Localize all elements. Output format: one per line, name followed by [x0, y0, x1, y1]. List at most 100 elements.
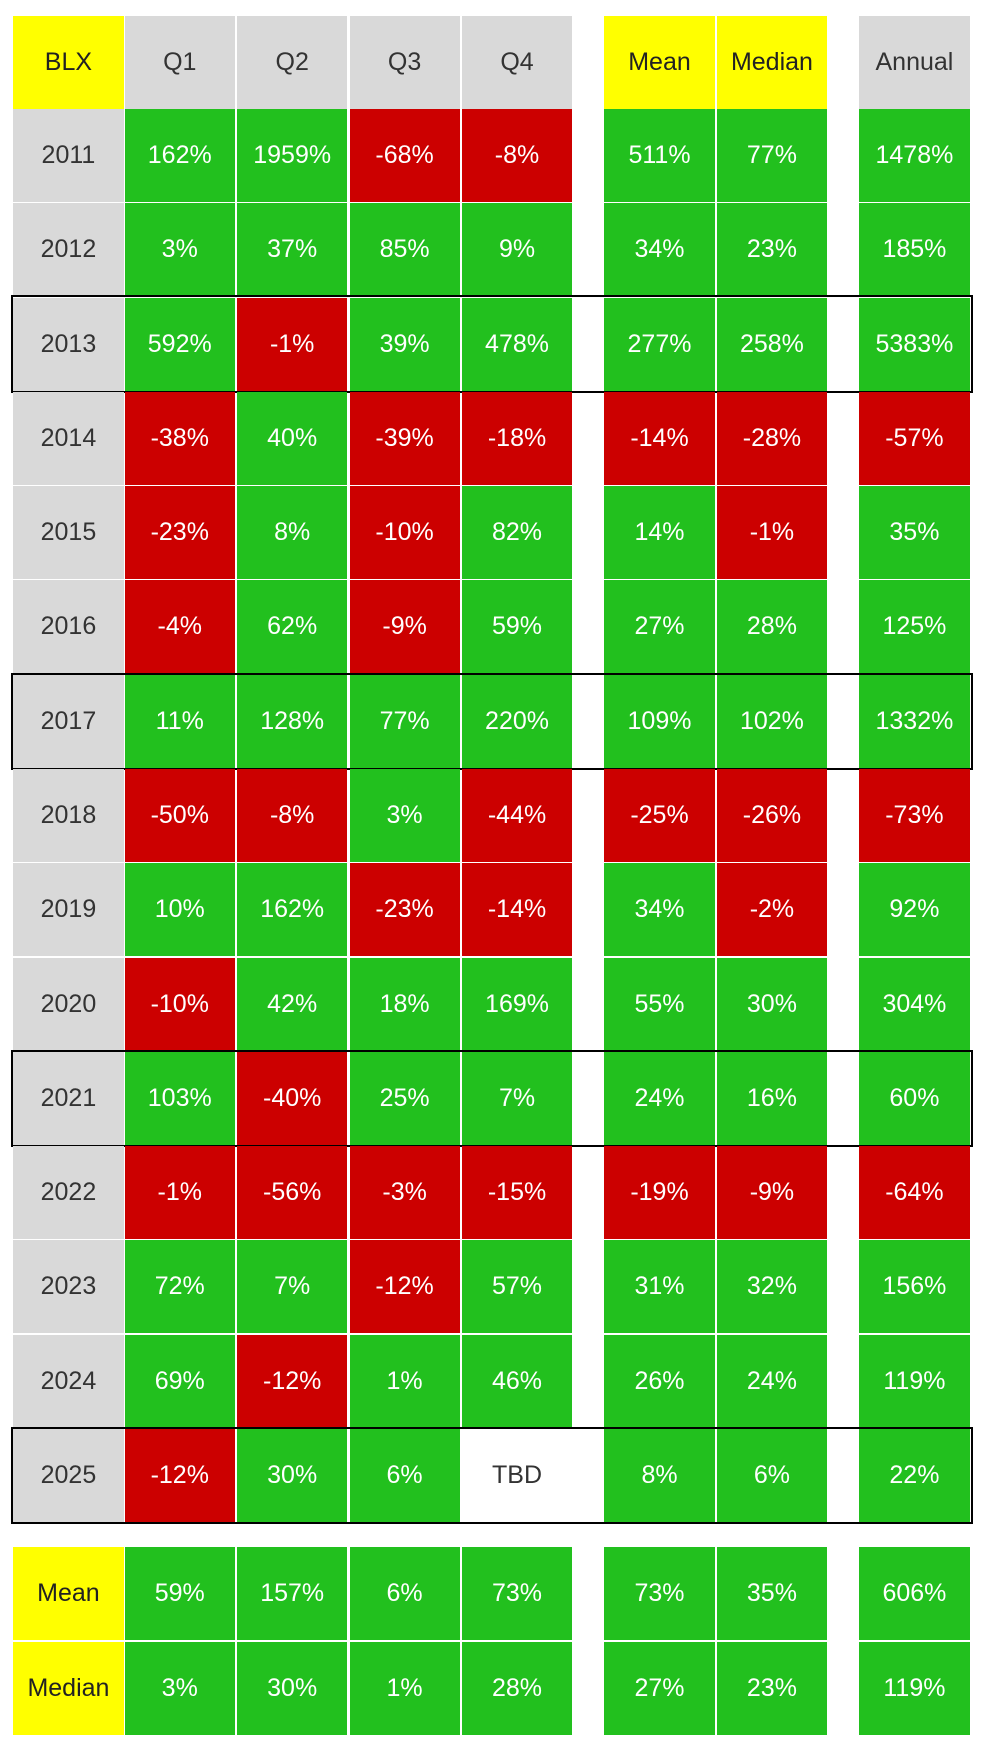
row-highlight — [11, 1426, 973, 1525]
value-cell: 37% — [237, 203, 348, 297]
value-cell: -1% — [124, 1146, 235, 1240]
footer-cell: 119% — [859, 1641, 970, 1735]
value-cell: -15% — [461, 1146, 573, 1240]
value-cell: 185% — [859, 203, 970, 297]
value-cell: 57% — [461, 1240, 573, 1334]
value-cell: 156% — [859, 1240, 970, 1334]
year-cell: 2024 — [13, 1334, 124, 1428]
value-cell: -68% — [349, 109, 460, 203]
value-cell: 18% — [349, 957, 460, 1051]
value-cell: 103% — [124, 1051, 235, 1145]
value-cell: -10% — [124, 957, 235, 1051]
header-cell: Q3 — [349, 15, 460, 109]
value-cell: 30% — [237, 1429, 348, 1522]
value-cell: 258% — [716, 297, 828, 391]
value-cell: 22% — [859, 1429, 970, 1522]
footer-cell: 3% — [124, 1641, 235, 1735]
value-cell: 5383% — [859, 297, 970, 391]
value-cell: -18% — [461, 391, 573, 485]
footer-cell: 59% — [124, 1547, 235, 1641]
footer-cell: 73% — [461, 1547, 573, 1641]
value-cell: -64% — [859, 1146, 970, 1240]
value-cell: -9% — [349, 580, 460, 674]
value-cell: 6% — [716, 1429, 828, 1522]
value-cell: 3% — [124, 203, 235, 297]
footer-label: Median — [13, 1641, 124, 1735]
year-cell: 2015 — [13, 486, 124, 580]
value-cell: 277% — [604, 297, 715, 391]
row-highlight — [11, 295, 973, 393]
value-cell: 39% — [349, 297, 460, 391]
value-cell: -56% — [237, 1146, 348, 1240]
value-cell: -39% — [349, 391, 460, 485]
value-cell: 128% — [237, 674, 348, 768]
value-cell: 69% — [124, 1334, 235, 1428]
value-cell: 109% — [604, 674, 715, 768]
value-cell: 31% — [604, 1240, 715, 1334]
value-cell: 3% — [349, 769, 460, 862]
header-cell: BLX — [13, 15, 124, 109]
value-cell: 40% — [237, 391, 348, 485]
header-cell: Annual — [859, 15, 970, 109]
value-cell: 1% — [349, 1334, 460, 1428]
footer-cell: 6% — [349, 1547, 460, 1641]
row-highlight — [11, 1049, 973, 1148]
value-cell: 125% — [859, 580, 970, 674]
value-cell: 34% — [604, 203, 715, 297]
value-cell: 220% — [461, 674, 573, 768]
value-cell: 8% — [237, 486, 348, 580]
value-cell: 32% — [716, 1240, 828, 1334]
header-cell: Q1 — [124, 15, 235, 109]
value-cell: -12% — [237, 1334, 348, 1428]
value-cell: 1332% — [859, 674, 970, 768]
value-cell: 10% — [124, 863, 235, 957]
value-cell: 6% — [349, 1429, 460, 1522]
row-highlight — [11, 672, 973, 770]
footer-cell: 1% — [349, 1641, 460, 1735]
value-cell: -26% — [716, 769, 828, 862]
value-cell: 16% — [716, 1051, 828, 1145]
value-cell: -12% — [349, 1240, 460, 1334]
year-cell: 2021 — [13, 1051, 124, 1145]
value-cell: -1% — [716, 486, 828, 580]
value-cell: 42% — [237, 957, 348, 1051]
value-cell: -28% — [716, 391, 828, 485]
value-cell: 511% — [604, 109, 715, 203]
value-cell: 23% — [716, 203, 828, 297]
value-cell: 28% — [716, 580, 828, 674]
value-cell: 25% — [349, 1051, 460, 1145]
header-cell: Median — [716, 15, 828, 109]
value-cell: 30% — [716, 957, 828, 1051]
value-cell: -8% — [237, 769, 348, 862]
year-cell: 2023 — [13, 1240, 124, 1334]
value-cell: 1959% — [237, 109, 348, 203]
value-cell: -4% — [124, 580, 235, 674]
value-cell: -8% — [461, 109, 573, 203]
year-cell: 2017 — [13, 674, 124, 768]
value-cell: 11% — [124, 674, 235, 768]
value-cell: 34% — [604, 863, 715, 957]
value-cell: 304% — [859, 957, 970, 1051]
value-cell: -2% — [716, 863, 828, 957]
year-cell: 2011 — [13, 109, 124, 203]
value-cell: 85% — [349, 203, 460, 297]
value-cell: 592% — [124, 297, 235, 391]
value-cell: -73% — [859, 769, 970, 862]
header-cell: Q2 — [237, 15, 348, 109]
value-cell: 14% — [604, 486, 715, 580]
value-cell: 24% — [604, 1051, 715, 1145]
value-cell: -38% — [124, 391, 235, 485]
value-cell: 9% — [461, 203, 573, 297]
year-cell: 2025 — [13, 1429, 124, 1522]
value-cell: 60% — [859, 1051, 970, 1145]
value-cell: -23% — [124, 486, 235, 580]
year-cell: 2020 — [13, 957, 124, 1051]
footer-cell: 157% — [237, 1547, 348, 1641]
value-cell: -9% — [716, 1146, 828, 1240]
value-cell: -57% — [859, 391, 970, 485]
year-cell: 2022 — [13, 1146, 124, 1240]
value-cell: -23% — [349, 863, 460, 957]
footer-cell: 28% — [461, 1641, 573, 1735]
value-cell: -14% — [604, 391, 715, 485]
